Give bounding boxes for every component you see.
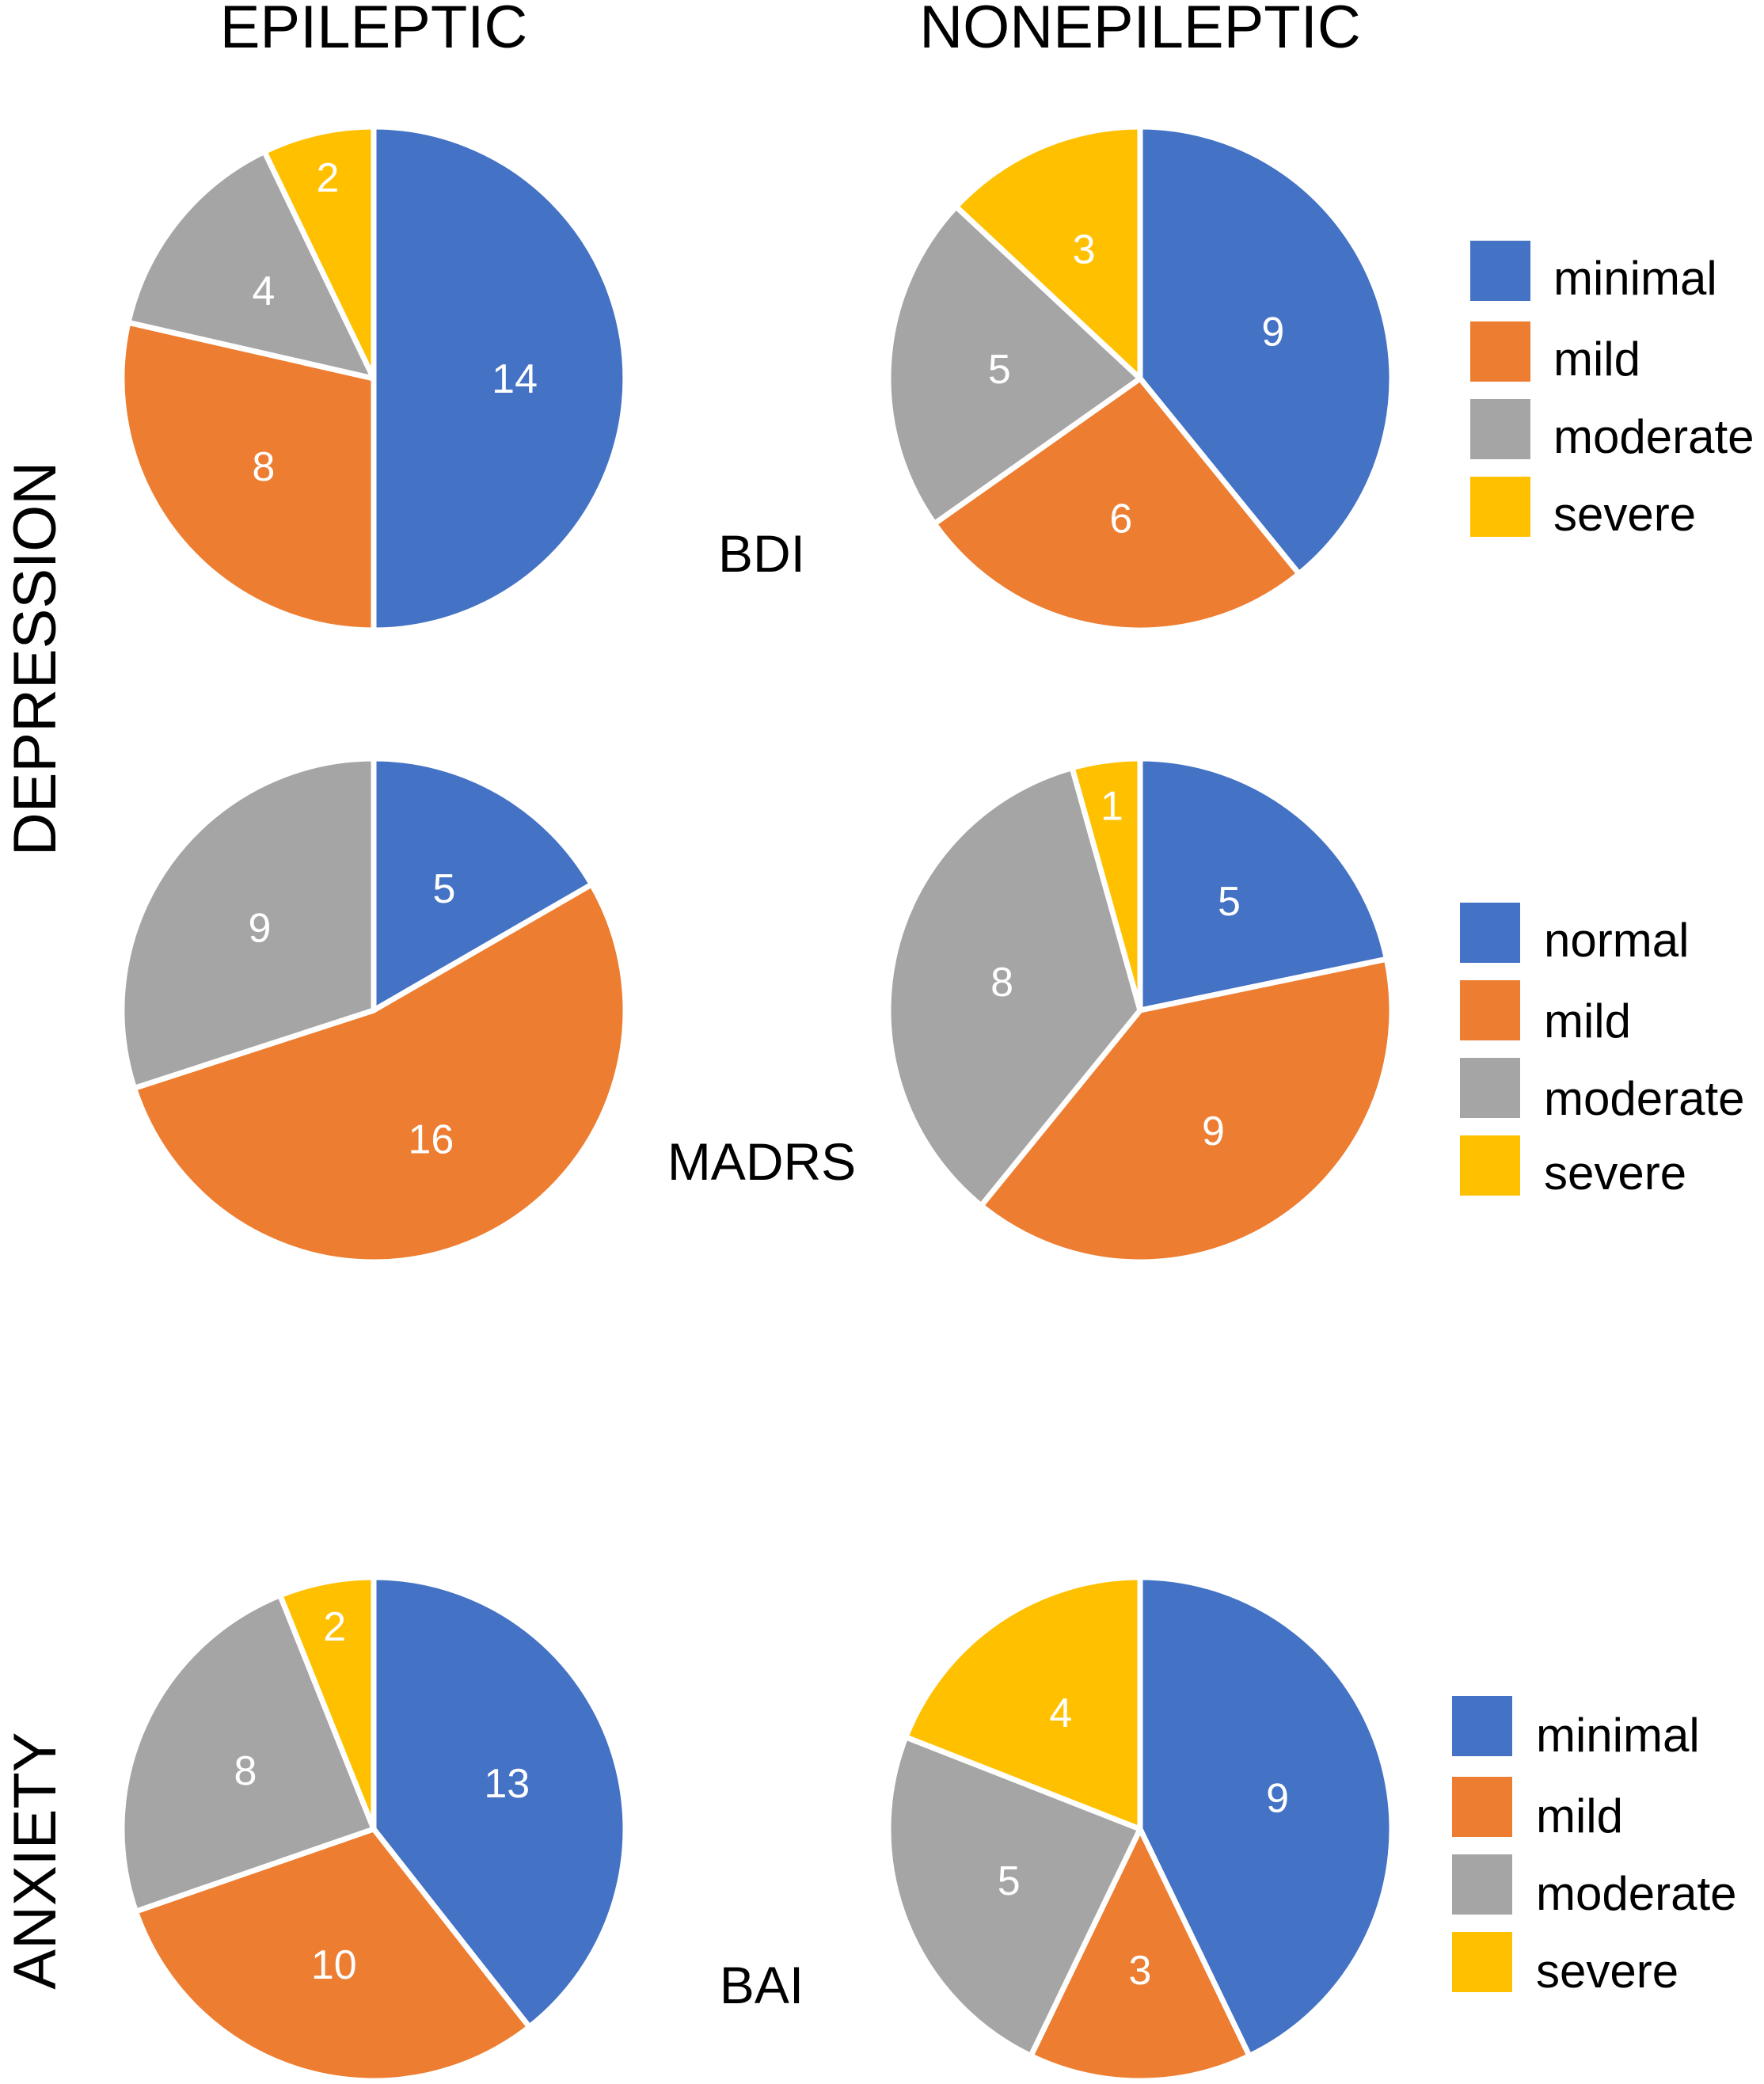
legend-bai: minimal mild moderate severe [1452, 1696, 1736, 1998]
slice-minimal [1137, 124, 1395, 577]
legend-swatch-severe [1460, 1135, 1520, 1196]
slice-label-mild: 3 [1129, 1948, 1152, 1994]
slice-minimal [371, 1574, 629, 2030]
slice-moderate [119, 755, 377, 1091]
slice-label-severe: 4 [1049, 1690, 1072, 1736]
slice-mild [1028, 1826, 1253, 2084]
slice-label-minimal: 14 [492, 356, 538, 402]
slice-severe [1069, 755, 1143, 1013]
slice-severe [277, 1574, 377, 1832]
slice-label-severe: 1 [1101, 784, 1123, 830]
slice-severe [953, 124, 1143, 382]
legend-swatch-severe [1452, 1932, 1512, 1992]
slice-label-normal: 5 [1218, 879, 1241, 925]
legend-label-severe: severe [1536, 1945, 1678, 1998]
legend-swatch-minimal [1452, 1696, 1512, 1756]
pie-bai-nonepileptic: 9 3 5 4 [885, 1574, 1395, 2084]
pie-madrs-nonepileptic: 5 9 8 1 [885, 755, 1395, 1265]
slice-minimal [1137, 1574, 1395, 2059]
slice-label-severe: 3 [1073, 227, 1096, 273]
slice-label-minimal: 9 [1266, 1775, 1289, 1821]
legend-swatch-minimal [1470, 241, 1530, 301]
slice-normal [1137, 755, 1390, 1013]
legend-swatch-mild [1460, 980, 1520, 1040]
slice-label-mild: 6 [1109, 496, 1132, 542]
pie-bdi-epileptic: 14 8 4 2 [119, 124, 629, 633]
slice-label-normal: 5 [433, 866, 456, 912]
legend-swatch-mild [1452, 1777, 1512, 1837]
pie-madrs-epileptic: 5 16 9 [119, 755, 629, 1265]
slice-label-mild: 8 [252, 444, 275, 490]
slice-label-moderate: 9 [248, 905, 271, 951]
legend-label-minimal: minimal [1536, 1709, 1700, 1762]
legend-swatch-severe [1470, 477, 1530, 537]
side-label-depression: DEPRESSION [2, 462, 69, 856]
slice-label-moderate: 8 [234, 1748, 257, 1794]
slice-mild [931, 375, 1302, 633]
legend-swatch-moderate [1452, 1854, 1512, 1915]
slice-moderate [125, 148, 377, 382]
side-label-anxiety: ANXIETY [2, 1732, 69, 1989]
legend-label-normal: normal [1544, 914, 1689, 967]
slice-label-mild: 16 [408, 1117, 454, 1163]
slice-severe [903, 1574, 1143, 1832]
slice-mild [978, 956, 1395, 1265]
legend-label-moderate: moderate [1553, 410, 1754, 463]
slice-moderate [885, 203, 1143, 527]
header-epileptic: EPILEPTIC [220, 0, 528, 61]
scale-label-madrs: MADRS [667, 1132, 856, 1191]
header-nonepileptic: NONEPILEPTIC [919, 0, 1360, 61]
legend-swatch-mild [1470, 321, 1530, 382]
slice-mild [131, 881, 629, 1265]
slice-label-minimal: 13 [484, 1761, 530, 1807]
slice-severe [261, 124, 377, 382]
slice-label-moderate: 5 [988, 347, 1011, 393]
slice-minimal [371, 124, 629, 633]
slice-normal [371, 755, 595, 1013]
pie-bdi-nonepileptic: 9 6 5 3 [885, 124, 1395, 633]
legend-swatch-moderate [1470, 399, 1530, 459]
legend-bdi: minimal mild moderate severe [1470, 241, 1754, 541]
slice-moderate [885, 765, 1143, 1209]
scale-label-bdi: BDI [718, 524, 805, 583]
slice-mild [132, 1826, 533, 2084]
legend-label-severe: severe [1553, 488, 1696, 541]
legend-swatch-moderate [1460, 1058, 1520, 1118]
slice-label-mild: 10 [311, 1942, 357, 1988]
legend-label-moderate: moderate [1536, 1867, 1736, 1920]
slice-moderate [885, 1734, 1143, 2059]
slice-label-mild: 9 [1202, 1109, 1225, 1154]
legend-label-mild: mild [1544, 994, 1631, 1048]
legend-label-severe: severe [1544, 1147, 1686, 1200]
slice-mild [119, 319, 377, 633]
slice-label-moderate: 4 [252, 268, 275, 314]
scale-label-bai: BAI [720, 1956, 804, 2014]
legend-swatch-normal [1460, 903, 1520, 963]
legend-label-mild: mild [1536, 1789, 1623, 1843]
slice-label-severe: 2 [323, 1604, 346, 1650]
slice-label-severe: 2 [317, 155, 340, 201]
slice-label-moderate: 8 [990, 960, 1013, 1006]
legend-label-minimal: minimal [1553, 252, 1717, 305]
legend-madrs: normal mild moderate severe [1460, 903, 1744, 1200]
slice-label-moderate: 5 [998, 1858, 1021, 1904]
legend-label-mild: mild [1553, 333, 1640, 386]
pie-bai-epileptic: 13 10 8 2 [119, 1574, 629, 2084]
slice-label-minimal: 9 [1261, 309, 1284, 355]
legend-label-moderate: moderate [1544, 1072, 1744, 1125]
